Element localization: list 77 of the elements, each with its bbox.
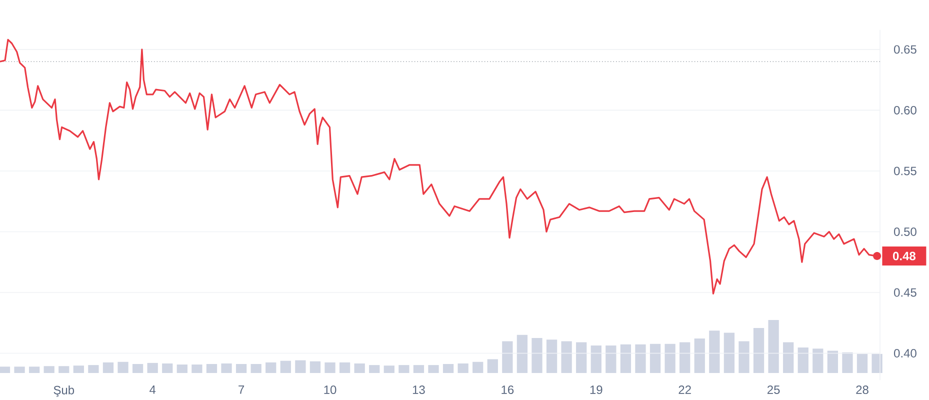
bar (0, 366, 10, 373)
x-tick-label: 7 (238, 386, 244, 394)
y-tick-label: 0.60 (894, 106, 916, 114)
bar (472, 362, 484, 373)
bar (354, 363, 365, 373)
bar (118, 362, 128, 373)
bar (369, 365, 380, 373)
bar (872, 354, 882, 373)
bar (236, 364, 247, 373)
x-tick-label: 13 (412, 386, 425, 394)
bar (442, 364, 454, 373)
bar (635, 344, 646, 373)
bar (250, 364, 262, 373)
bar (192, 364, 202, 373)
bar (162, 363, 173, 373)
bar (28, 366, 40, 373)
y-tick-label: 0.45 (894, 288, 916, 297)
bar (812, 348, 824, 373)
bar (798, 348, 808, 373)
y-tick-label: 0.50 (894, 227, 916, 236)
bar (783, 342, 794, 373)
bar (73, 366, 84, 373)
bar (516, 334, 528, 373)
bar (266, 362, 276, 373)
annotation: 0.48 (893, 252, 916, 260)
y-tick-label: 0.40 (894, 349, 916, 358)
bar (58, 366, 70, 373)
bar (206, 364, 218, 373)
bar (221, 363, 232, 373)
bar (620, 344, 632, 373)
bar (680, 342, 690, 373)
bar (606, 345, 616, 373)
x-tick-label: 25 (767, 386, 780, 394)
bar (428, 365, 439, 373)
bar (694, 338, 705, 373)
bar (413, 365, 424, 373)
bar (102, 362, 114, 373)
x-tick-label: Şub (54, 386, 74, 397)
x-tick-label: 16 (502, 386, 514, 394)
bar (753, 328, 764, 373)
bar (384, 366, 394, 373)
bar (310, 361, 321, 373)
bar (398, 365, 410, 373)
y-tick-label: 0.65 (894, 45, 916, 54)
bar (44, 366, 54, 373)
bar (842, 352, 853, 373)
bar (280, 360, 291, 373)
bar (738, 341, 750, 373)
bar (827, 350, 838, 373)
bar (176, 364, 188, 373)
bar (664, 344, 676, 373)
bar (590, 345, 602, 373)
x-tick-label: 4 (150, 386, 156, 394)
bar (546, 340, 558, 373)
bar (561, 341, 572, 373)
x-tick-label: 19 (590, 386, 602, 394)
x-tick-label: 10 (324, 386, 336, 394)
x-tick-label: 28 (856, 386, 868, 394)
bar (532, 338, 542, 373)
bar (88, 365, 99, 373)
bar (324, 362, 336, 373)
bar (147, 362, 158, 373)
bar (14, 366, 25, 373)
y-tick-label: 0.55 (894, 166, 916, 176)
bar (487, 359, 498, 373)
bar (724, 332, 735, 373)
bar (295, 360, 306, 373)
bar (709, 330, 720, 373)
bar (458, 363, 468, 373)
bar (502, 341, 513, 373)
x-tick-label: 22 (678, 386, 691, 394)
bar (339, 362, 350, 373)
bar (768, 320, 779, 373)
bar (856, 354, 868, 373)
bar (132, 364, 144, 373)
bar (576, 342, 587, 373)
bar (650, 344, 661, 373)
